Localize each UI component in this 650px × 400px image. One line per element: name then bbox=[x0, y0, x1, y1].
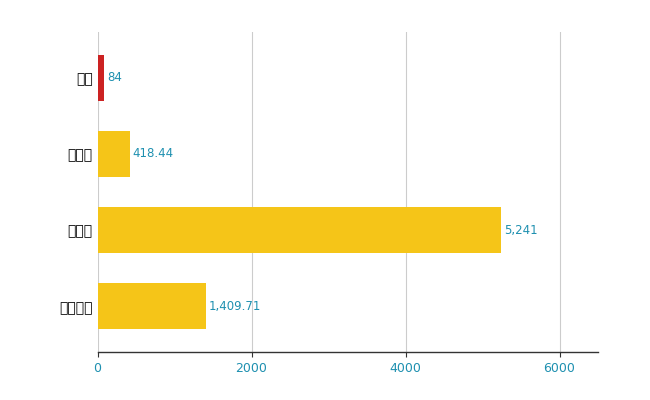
Text: 84: 84 bbox=[107, 71, 122, 84]
Bar bbox=[98, 284, 206, 329]
Text: 5,241: 5,241 bbox=[504, 224, 538, 236]
Bar bbox=[98, 131, 130, 177]
Bar bbox=[98, 207, 501, 253]
Text: 418.44: 418.44 bbox=[133, 148, 174, 160]
Text: 1,409.71: 1,409.71 bbox=[209, 300, 261, 313]
Bar bbox=[98, 55, 104, 100]
